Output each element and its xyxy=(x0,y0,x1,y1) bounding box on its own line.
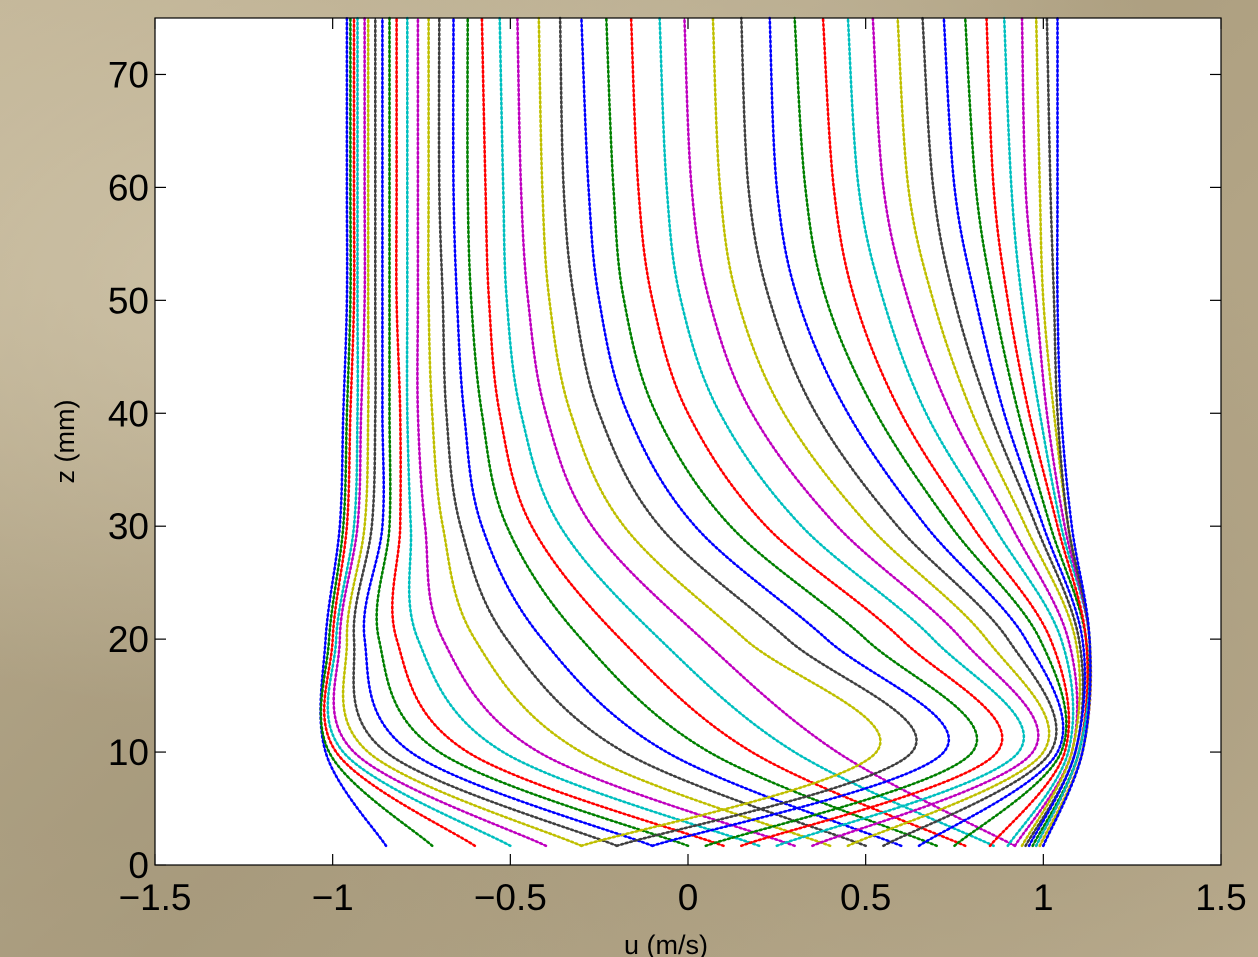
y-axis-label: z (mm) xyxy=(50,400,80,484)
series-curve-18 xyxy=(499,17,994,847)
series-curve-22 xyxy=(580,17,950,847)
x-axis-label: u (m/s) xyxy=(624,930,708,957)
x-tick-label: −1.5 xyxy=(118,877,191,918)
series-curve-7 xyxy=(352,18,618,847)
series-curve-39 xyxy=(1003,17,1092,847)
series-curve-36 xyxy=(943,17,1086,847)
y-tick-label: 60 xyxy=(108,167,149,208)
y-tick-label: 30 xyxy=(108,506,149,547)
series-curve-30 xyxy=(793,17,1068,847)
y-tick-label: 50 xyxy=(108,280,149,321)
series-curve-27 xyxy=(712,17,1050,847)
series-curve-8 xyxy=(363,18,653,847)
series-curve-2 xyxy=(320,18,433,847)
series-curve-17 xyxy=(481,17,966,847)
series-curve-13 xyxy=(427,18,831,847)
y-tick-label: 70 xyxy=(108,54,149,95)
y-tick-label: 20 xyxy=(108,619,149,660)
series-curve-19 xyxy=(516,17,1016,847)
series-curve-4 xyxy=(327,18,511,847)
x-tick-label: 0.5 xyxy=(840,877,891,918)
series-curve-43 xyxy=(1042,18,1091,847)
x-tick-label: 0 xyxy=(678,877,699,918)
series-curve-1 xyxy=(319,18,387,847)
series-curve-24 xyxy=(630,17,1003,847)
series-curve-29 xyxy=(769,17,1064,847)
series-curve-32 xyxy=(847,17,1074,847)
series-curve-11 xyxy=(406,18,760,847)
series-curve-14 xyxy=(438,17,866,847)
x-tick-label: −1 xyxy=(312,877,354,918)
series-curve-31 xyxy=(822,17,1070,847)
series-curve-25 xyxy=(658,17,1025,847)
series-curve-9 xyxy=(375,18,689,847)
series-curve-3 xyxy=(323,18,476,847)
ticks-layer: −1.5 −1 −0.5 0 0.5 1 1.5 0 10 20 30 40 50 60 70 xyxy=(108,18,1247,918)
series-curve-28 xyxy=(740,17,1057,847)
y-tick-label: 40 xyxy=(108,393,149,434)
series-curve-16 xyxy=(466,17,937,847)
series-curve-5 xyxy=(333,18,547,847)
y-tick-label: 10 xyxy=(108,732,149,773)
series-curve-21 xyxy=(559,17,918,847)
x-tick-label: 1 xyxy=(1033,877,1054,918)
series-curve-34 xyxy=(896,17,1081,847)
plot-area xyxy=(155,18,1221,865)
series-curve-20 xyxy=(538,17,881,847)
series-curve-15 xyxy=(452,17,902,847)
y-tick-label: 0 xyxy=(128,845,149,886)
series-curve-12 xyxy=(416,18,795,847)
series-curve-23 xyxy=(605,17,978,847)
series-curve-26 xyxy=(683,17,1040,847)
series-curve-10 xyxy=(391,17,724,847)
x-tick-label: −0.5 xyxy=(474,877,547,918)
series-layer xyxy=(319,16,1093,848)
x-tick-label: 1.5 xyxy=(1195,877,1246,918)
series-curve-6 xyxy=(342,18,582,847)
